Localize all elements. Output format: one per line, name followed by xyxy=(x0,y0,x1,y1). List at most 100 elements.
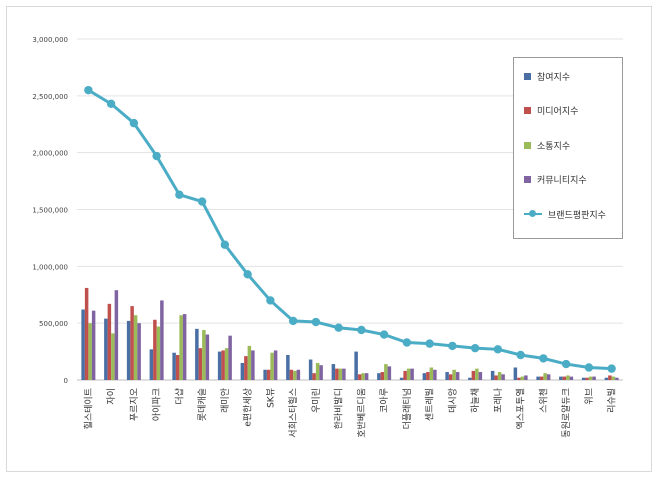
x-tick-label: 더샵 xyxy=(174,388,185,405)
bar xyxy=(149,349,154,380)
bar xyxy=(88,323,92,380)
legend-item: 커뮤니티지수 xyxy=(524,173,587,187)
x-tick-label: 포레나 xyxy=(493,388,504,413)
bar xyxy=(559,376,563,380)
line-point xyxy=(288,316,298,326)
bar xyxy=(585,377,589,380)
bar xyxy=(273,350,278,380)
bar xyxy=(569,376,574,380)
legend-label: 브랜드평판지수 xyxy=(548,210,606,221)
x-tick-label: 자이 xyxy=(106,388,117,405)
bar xyxy=(403,370,407,380)
bar xyxy=(342,368,346,380)
x-tick-label: 우미린 xyxy=(311,388,322,413)
bar xyxy=(364,373,369,380)
bar xyxy=(475,368,479,380)
bar xyxy=(91,310,96,380)
bar xyxy=(179,315,183,380)
bar xyxy=(377,373,381,380)
legend-label: 참여지수 xyxy=(537,72,571,83)
bar xyxy=(205,334,210,380)
bar xyxy=(539,376,544,380)
x-tick-label: 센트레빌 xyxy=(425,388,436,421)
x-tick-label: 푸르지오 xyxy=(129,388,140,421)
bar xyxy=(604,377,609,380)
legend-item: 브랜드평판지수 xyxy=(524,207,606,221)
bar xyxy=(156,326,161,380)
bar xyxy=(501,374,505,380)
legend-label: 소통지수 xyxy=(537,141,571,152)
bar xyxy=(182,314,187,380)
bar xyxy=(160,300,164,380)
bar xyxy=(319,365,323,380)
line-point xyxy=(220,240,230,249)
y-tick-label: 2,500,000 xyxy=(32,93,68,101)
bar xyxy=(335,368,339,380)
bar xyxy=(315,362,320,380)
line-point xyxy=(243,270,252,279)
legend-item: 참여지수 xyxy=(524,69,570,83)
bar xyxy=(497,372,502,380)
x-tick-label: e편한세상 xyxy=(242,388,254,427)
legend-swatch xyxy=(524,72,531,80)
bar xyxy=(104,318,108,380)
chart-frame: 0 500,000 1,000,000 1,500,000 2,000,000 2,500… xyxy=(6,6,652,472)
bar xyxy=(251,350,255,380)
bar xyxy=(107,303,112,380)
line-point xyxy=(539,354,548,363)
x-tick-label: 스위첸 xyxy=(538,388,549,413)
bar xyxy=(224,348,229,380)
x-tick-label: 아이파크 xyxy=(152,388,163,421)
bar xyxy=(247,345,252,380)
line-point xyxy=(152,151,161,161)
line-point xyxy=(266,296,275,305)
legend-line-marker xyxy=(524,210,542,217)
line-point xyxy=(516,350,525,360)
bar xyxy=(513,367,518,380)
bar xyxy=(296,369,301,380)
x-tick-label: 데시앙 xyxy=(446,388,458,413)
legend-label: 미디어지수 xyxy=(537,107,579,117)
x-tick-label: 힐스테이트 xyxy=(82,388,94,429)
x-tick-label: 위브 xyxy=(584,388,595,405)
bar xyxy=(111,333,115,380)
y-tick-label: 1,000,000 xyxy=(32,263,68,271)
x-tick-label: 래미안 xyxy=(220,388,231,413)
line-point xyxy=(175,190,184,199)
line-point xyxy=(584,363,594,372)
line-point xyxy=(402,338,412,347)
bar xyxy=(433,369,437,380)
bar xyxy=(566,375,570,380)
bar xyxy=(445,372,449,380)
bar xyxy=(263,369,267,380)
line-point xyxy=(129,118,139,128)
bar xyxy=(410,368,414,380)
line-point xyxy=(607,364,616,373)
x-tick-label: 서희스타힐스 xyxy=(287,388,299,438)
bar xyxy=(217,351,222,380)
legend-item: 미디어지수 xyxy=(524,104,578,118)
bar xyxy=(331,364,336,380)
y-tick-label: 500,000 xyxy=(39,320,68,328)
bar xyxy=(81,309,85,380)
bar xyxy=(202,329,206,380)
bar xyxy=(592,376,596,380)
bar xyxy=(338,368,343,380)
bar xyxy=(490,370,495,380)
bar xyxy=(240,362,245,380)
x-tick-label: 호반베르디움 xyxy=(356,388,367,438)
bar xyxy=(399,377,404,380)
line-point xyxy=(470,343,480,353)
bar xyxy=(286,354,290,380)
x-tick-label: 더플래티넘 xyxy=(402,388,413,429)
bar xyxy=(114,290,119,380)
line-point xyxy=(379,330,389,339)
bar xyxy=(228,335,232,380)
bar xyxy=(153,319,157,380)
bar xyxy=(361,373,365,380)
bar xyxy=(448,374,453,380)
bar xyxy=(130,306,134,380)
x-tick-label: 코아루 xyxy=(379,388,390,413)
legend-item: 소통지수 xyxy=(524,138,570,152)
bar xyxy=(536,376,540,380)
